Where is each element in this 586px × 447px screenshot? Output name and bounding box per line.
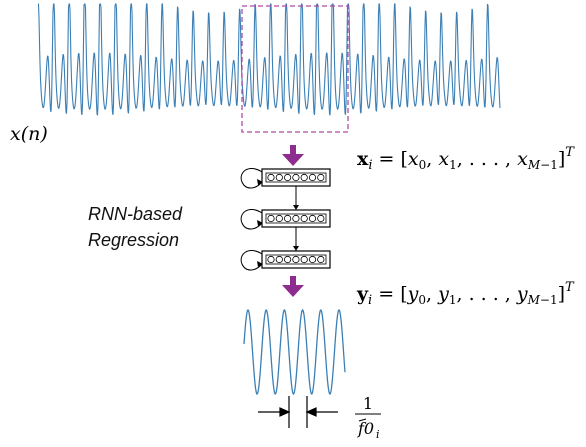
rnn-unit: [308, 255, 317, 264]
rnn-unit: [267, 173, 275, 182]
input-vector-expression: xi = [x0, x1, . . . , xM−1]T: [357, 145, 575, 173]
rnn-layer: [240, 168, 331, 210]
period-fraction: 1 f0 i: [355, 394, 381, 441]
rnn-unit: [300, 255, 308, 264]
recurrent-loop: [240, 168, 263, 189]
rnn-unit: [267, 214, 275, 223]
output-vector-expression: yi = [y0, y1, . . . , yM−1]T: [356, 280, 575, 308]
input-waveform: [37, 3, 501, 116]
rnn-stack: [240, 168, 331, 271]
output-sinusoid: [243, 308, 346, 396]
rnn-unit: [292, 255, 300, 264]
rnn-unit: [275, 173, 283, 182]
rnn-unit: [317, 173, 325, 182]
recurrent-loop: [240, 250, 263, 271]
rnn-unit: [275, 255, 283, 264]
recurrent-loop: [240, 209, 263, 230]
rnn-layer: [240, 250, 331, 271]
period-marker: [258, 396, 338, 428]
output-arrow: [282, 276, 304, 297]
rnn-unit: [308, 214, 317, 223]
rnn-unit: [317, 255, 325, 264]
rnn-unit: [300, 173, 308, 182]
rnn-unit: [283, 173, 292, 182]
rnn-unit: [317, 214, 325, 223]
signal-label: x(n): [10, 123, 48, 145]
rnn-unit: [283, 255, 292, 264]
rnn-unit: [275, 214, 283, 223]
svg-text:1: 1: [363, 394, 373, 413]
rnn-unit: [300, 214, 308, 223]
rnn-unit: [292, 173, 300, 182]
svg-text:i: i: [376, 428, 380, 441]
input-arrow: [282, 145, 304, 166]
model-label-line2: Regression: [88, 230, 179, 250]
rnn-unit: [292, 214, 300, 223]
rnn-unit: [308, 173, 317, 182]
rnn-unit: [283, 214, 292, 223]
analysis-frame-highlight: [241, 5, 349, 133]
rnn-layer: [240, 209, 331, 251]
model-label-line1: RNN-based: [88, 204, 183, 224]
rnn-unit: [267, 255, 275, 264]
svg-text:f0: f0: [357, 419, 374, 438]
